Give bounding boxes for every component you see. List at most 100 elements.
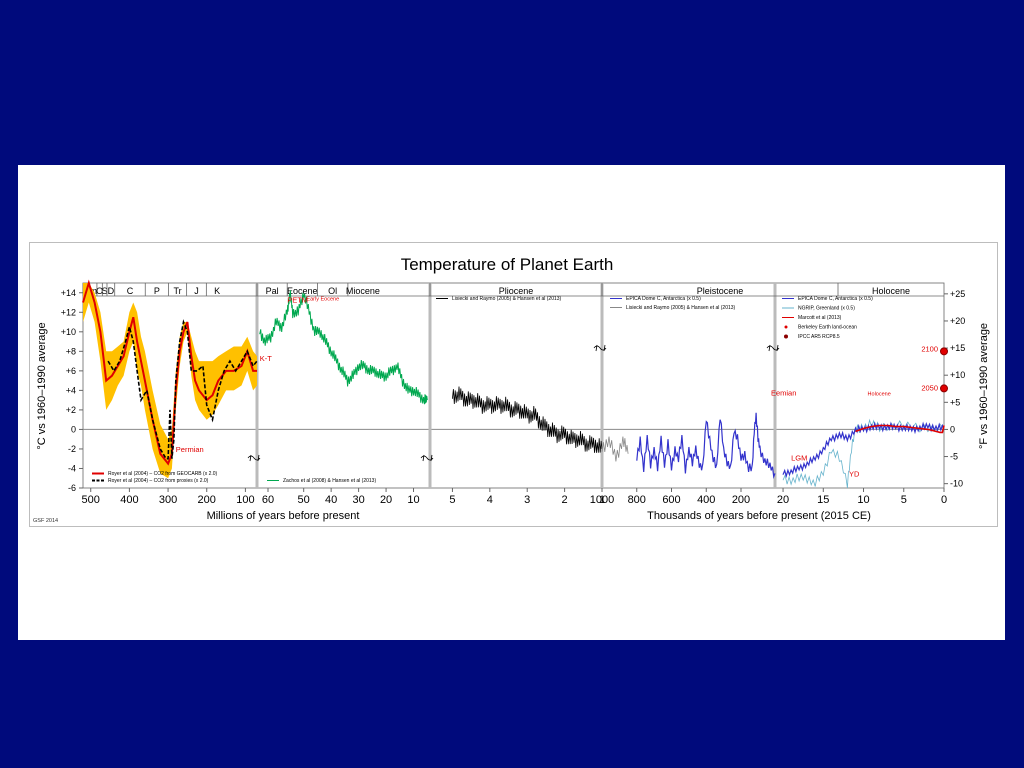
right-tick-label: +20 — [950, 316, 965, 326]
x-tick-label: 600 — [662, 494, 680, 506]
left-tick-label: +2 — [66, 405, 76, 415]
legend-label: Royer et al (2004) – CO2 from GEOCARB (x… — [108, 471, 218, 477]
legend-p4: EPICA Dome C, Antarctica (x 0.5) Lisiecki… — [610, 296, 736, 311]
period-label: Pal — [266, 286, 279, 296]
legend-swatch — [784, 325, 788, 329]
x-tick-label: 2 — [562, 494, 568, 506]
x-tick-label: 100 — [236, 494, 254, 506]
series-line-p5-ngrip — [782, 418, 945, 489]
right-axis-label: °F vs 1960–1990 average — [978, 323, 990, 449]
uncertainty-band — [83, 283, 257, 479]
legend-label: IPCC AR5 RCP8.5 — [798, 334, 840, 340]
legend-label: Berkeley Earth land-ocean — [798, 325, 857, 331]
left-tick-label: 0 — [71, 424, 76, 434]
annotations-p5: Eemian LGM YD Holocene 2100 2050 — [771, 344, 938, 478]
x-tick-label: 30 — [352, 494, 364, 506]
temperature-chart: Temperature of Planet Earth GSF 2014 CmO… — [33, 255, 990, 524]
x-tick-label: 1 — [599, 494, 605, 506]
legend-label: EPICA Dome C, Antarctica (x 0.5) — [626, 296, 701, 302]
x-tick-label: 20 — [380, 494, 392, 506]
legend-swatch — [784, 334, 788, 339]
x-tick-label: 60 — [262, 494, 274, 506]
x-ticks-p3: 5 4 3 2 1 — [449, 488, 605, 506]
annotation-label: 2100 — [921, 344, 938, 353]
x-ticks-p5: 20 15 10 5 0 — [777, 488, 947, 506]
x-tick-label: 200 — [198, 494, 216, 506]
temperature-figure: Temperature of Planet Earth GSF 2014 CmO… — [29, 242, 998, 527]
x-axis-label-thousands: Thousands of years before present (2015 … — [647, 510, 871, 522]
period-label: Eocene — [287, 286, 318, 296]
annotation-label: PETM — [287, 296, 308, 305]
annotation-label: Eemian — [771, 388, 796, 397]
x-ticks-p1: 500 400 300 200 100 — [82, 488, 255, 506]
series-line-p1-1 — [107, 319, 258, 460]
period-header-p2: Pal Eocene Ol Miocene — [256, 283, 380, 296]
period-label: Pliocene — [499, 286, 534, 296]
right-tick-label: +10 — [950, 370, 965, 380]
left-axis-label: °C vs 1960–1990 average — [36, 322, 48, 449]
left-tick-label: +8 — [66, 346, 76, 356]
series-line-p3 — [452, 386, 603, 453]
period-label: C — [127, 286, 134, 296]
period-label: Miocene — [346, 286, 380, 296]
period-label: S — [102, 286, 108, 296]
legend-label: Marcott et al (2013) — [798, 315, 842, 321]
left-tick-label: -2 — [68, 444, 76, 454]
axis-break-icon — [766, 344, 780, 352]
legend-p2: Zachos et al (2008) & Hansen et al (2013… — [267, 478, 376, 484]
x-tick-label: 10 — [407, 494, 419, 506]
left-tick-label: -6 — [68, 483, 76, 493]
legend-label: EPICA Dome C, Antarctica (x 0.5) — [798, 296, 873, 302]
x-tick-label: 10 — [857, 494, 869, 506]
x-tick-label: 200 — [732, 494, 750, 506]
right-tick-label: -5 — [950, 452, 958, 462]
left-tick-label: +14 — [61, 288, 76, 298]
left-tick-label: +12 — [61, 307, 76, 317]
rcp-marker — [940, 384, 948, 393]
right-tick-label: +5 — [950, 397, 960, 407]
legend-label: NGRIP, Greenland (x 0.5) — [798, 306, 855, 312]
x-tick-label: 3 — [524, 494, 530, 506]
period-header-p3: Pliocene — [429, 283, 534, 296]
series-band-p1 — [83, 283, 257, 479]
x-tick-label: 20 — [777, 494, 789, 506]
right-tick-label: -10 — [950, 479, 963, 489]
x-tick-label: 400 — [120, 494, 138, 506]
x-tick-label: 50 — [298, 494, 310, 506]
x-tick-label: 40 — [325, 494, 337, 506]
annotation-label: Early Eocene — [306, 297, 339, 303]
left-tick-label: +10 — [61, 327, 76, 337]
legend-label: Lisiecki and Raymo (2005) & Hansen et al… — [626, 305, 736, 311]
x-tick-label: 300 — [159, 494, 177, 506]
period-label: K — [214, 286, 220, 296]
series-line-p4-0 — [601, 436, 629, 462]
legend-p1: Royer et al (2004) – CO2 from GEOCARB (x… — [92, 471, 218, 484]
axis-break-icon — [420, 454, 434, 462]
annotation-label: YD — [849, 469, 860, 478]
annotation-label: LGM — [791, 454, 807, 463]
x-tick-label: 500 — [82, 494, 100, 506]
left-tick-label: +4 — [66, 385, 76, 395]
period-label: D — [108, 286, 115, 296]
period-label: P — [154, 286, 160, 296]
axis-breaks — [247, 344, 780, 462]
legend-label: Lisiecki and Raymo (2005) & Hansen et al… — [452, 296, 562, 302]
x-ticks-p4: 1000 800 600 400 200 — [590, 488, 750, 506]
period-label: Holocene — [872, 286, 910, 296]
chart-credit: GSF 2014 — [33, 518, 58, 524]
legend-label: Zachos et al (2008) & Hansen et al (2013… — [283, 478, 376, 484]
x-tick-label: 4 — [487, 494, 493, 506]
x-tick-label: 0 — [941, 494, 947, 506]
left-tick-label: +6 — [66, 366, 76, 376]
x-tick-label: 800 — [628, 494, 646, 506]
left-ticks: +14 +12 +10 +8 +6 +4 +2 0 -2 -4 -6 — [61, 288, 83, 493]
x-ticks-p2: 60 50 40 30 20 10 — [262, 488, 420, 506]
series-line-p4-1 — [636, 412, 776, 479]
axis-break-icon — [593, 344, 607, 352]
period-header-p5: Holocene — [837, 283, 910, 296]
left-tick-label: -4 — [68, 463, 76, 473]
chart-title: Temperature of Planet Earth — [401, 255, 614, 274]
annotation-label: Holocene — [868, 391, 891, 397]
slide: Temperature of Planet Earth GSF 2014 CmO… — [18, 165, 1005, 640]
